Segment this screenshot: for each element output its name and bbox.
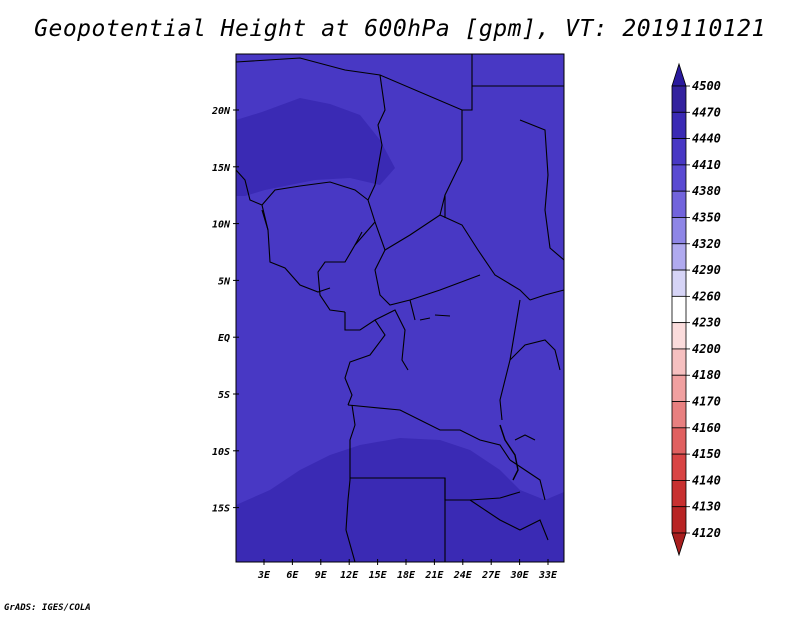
map-frame bbox=[235, 53, 565, 563]
colorbar-label: 4380 bbox=[692, 184, 721, 198]
lat-tick-label: 10S bbox=[212, 447, 230, 458]
lon-tick-label: 18E bbox=[397, 570, 416, 581]
lon-tick-label: 6E bbox=[286, 570, 299, 581]
colorbar-label: 4470 bbox=[692, 105, 721, 119]
colorbar-label: 4290 bbox=[692, 263, 721, 277]
colorbar-label: 4230 bbox=[692, 316, 721, 330]
lat-tick-label: 10N bbox=[212, 220, 231, 231]
colorbar-swatch bbox=[671, 453, 687, 481]
lat-tick-label: 5N bbox=[218, 276, 231, 287]
country-borders bbox=[235, 54, 565, 563]
lat-tick-label: 15S bbox=[212, 504, 230, 515]
map-panel bbox=[235, 53, 565, 563]
colorbar-swatch bbox=[671, 295, 687, 324]
lon-tick-label: 15E bbox=[369, 570, 388, 581]
lon-tick-label: 27E bbox=[481, 570, 501, 581]
high-region-north bbox=[236, 98, 395, 196]
lon-tick-label: 9E bbox=[315, 570, 328, 581]
colorbar-label: 4440 bbox=[692, 132, 721, 146]
colorbar-swatch bbox=[671, 348, 687, 376]
colorbar-swatch bbox=[671, 138, 687, 166]
lon-tick-label: 33E bbox=[538, 570, 558, 581]
high-region-south bbox=[236, 438, 564, 562]
colorbar-label: 4350 bbox=[692, 210, 721, 224]
lon-tick-label: 3E bbox=[257, 570, 271, 581]
colorbar-label: 4160 bbox=[692, 421, 721, 435]
colorbar-swatch bbox=[671, 111, 687, 139]
map-title: Geopotential Height at 600hPa [gpm], VT:… bbox=[34, 16, 766, 42]
colorbar-swatch bbox=[671, 269, 687, 297]
colorbar-label: 4120 bbox=[692, 526, 721, 540]
colorbar-label: 4150 bbox=[692, 447, 721, 461]
lat-tick-label: 15N bbox=[212, 163, 231, 174]
colorbar-label: 4500 bbox=[692, 79, 721, 93]
lat-tick-label: EQ bbox=[218, 333, 230, 344]
grads-credit: GrADS: IGES/COLA bbox=[4, 603, 91, 613]
colorbar-label: 4140 bbox=[692, 473, 721, 487]
colorbar-swatch bbox=[671, 243, 687, 271]
colorbar: 4500 4470 4440 4410 4380 4350 4320 4290 4260 4230… bbox=[671, 62, 721, 557]
colorbar-label: 4320 bbox=[692, 237, 721, 251]
colorbar-swatch bbox=[671, 401, 687, 429]
longitude-axis: 3E 6E 9E 12E 15E 18E 21E 24E 27E 30E 33E bbox=[257, 559, 558, 581]
colorbar-swatch bbox=[671, 506, 687, 534]
colorbar-label: 4180 bbox=[692, 368, 721, 382]
colorbar-swatch bbox=[671, 164, 687, 192]
lon-tick-label: 24E bbox=[453, 570, 473, 581]
colorbar-top-arrow bbox=[671, 62, 687, 87]
colorbar-label: 4130 bbox=[692, 500, 721, 514]
colorbar-swatch bbox=[671, 427, 687, 455]
colorbar-label: 4260 bbox=[692, 289, 721, 303]
colorbar-swatch bbox=[671, 217, 687, 245]
lat-tick-label: 20N bbox=[211, 106, 231, 117]
colorbar-swatch bbox=[671, 85, 687, 113]
colorbar-bottom-arrow bbox=[671, 532, 687, 557]
latitude-axis: 20N 15N 10N 5N EQ 5S 10S 15S bbox=[211, 106, 239, 515]
colorbar-swatch bbox=[671, 374, 687, 402]
colorbar-swatch bbox=[671, 322, 687, 350]
colorbar-label: 4170 bbox=[692, 395, 721, 409]
colorbar-swatch bbox=[671, 190, 687, 218]
colorbar-swatch bbox=[671, 480, 687, 508]
colorbar-label: 4410 bbox=[692, 158, 721, 172]
lon-tick-label: 30E bbox=[510, 570, 530, 581]
lat-tick-label: 5S bbox=[218, 390, 230, 401]
lon-tick-label: 12E bbox=[340, 570, 359, 581]
lon-tick-label: 21E bbox=[424, 570, 444, 581]
colorbar-label: 4200 bbox=[692, 342, 721, 356]
